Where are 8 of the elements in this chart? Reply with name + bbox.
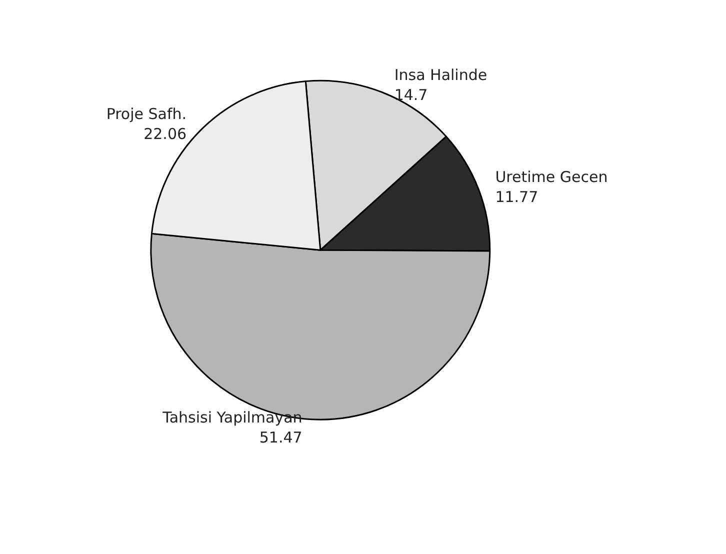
slice-label: Tahsisi Yapilmayan: [162, 408, 302, 426]
data-label: 11.77: [495, 188, 538, 206]
data-label: 22.06: [144, 124, 187, 143]
slice-label: Insa Halinde: [394, 66, 488, 84]
slice-label: Uretime Gecen: [495, 168, 608, 186]
slice-label: Proje Safh.: [106, 104, 187, 123]
data-label: 14.7: [394, 86, 428, 104]
data-label: 51.47: [259, 428, 302, 446]
